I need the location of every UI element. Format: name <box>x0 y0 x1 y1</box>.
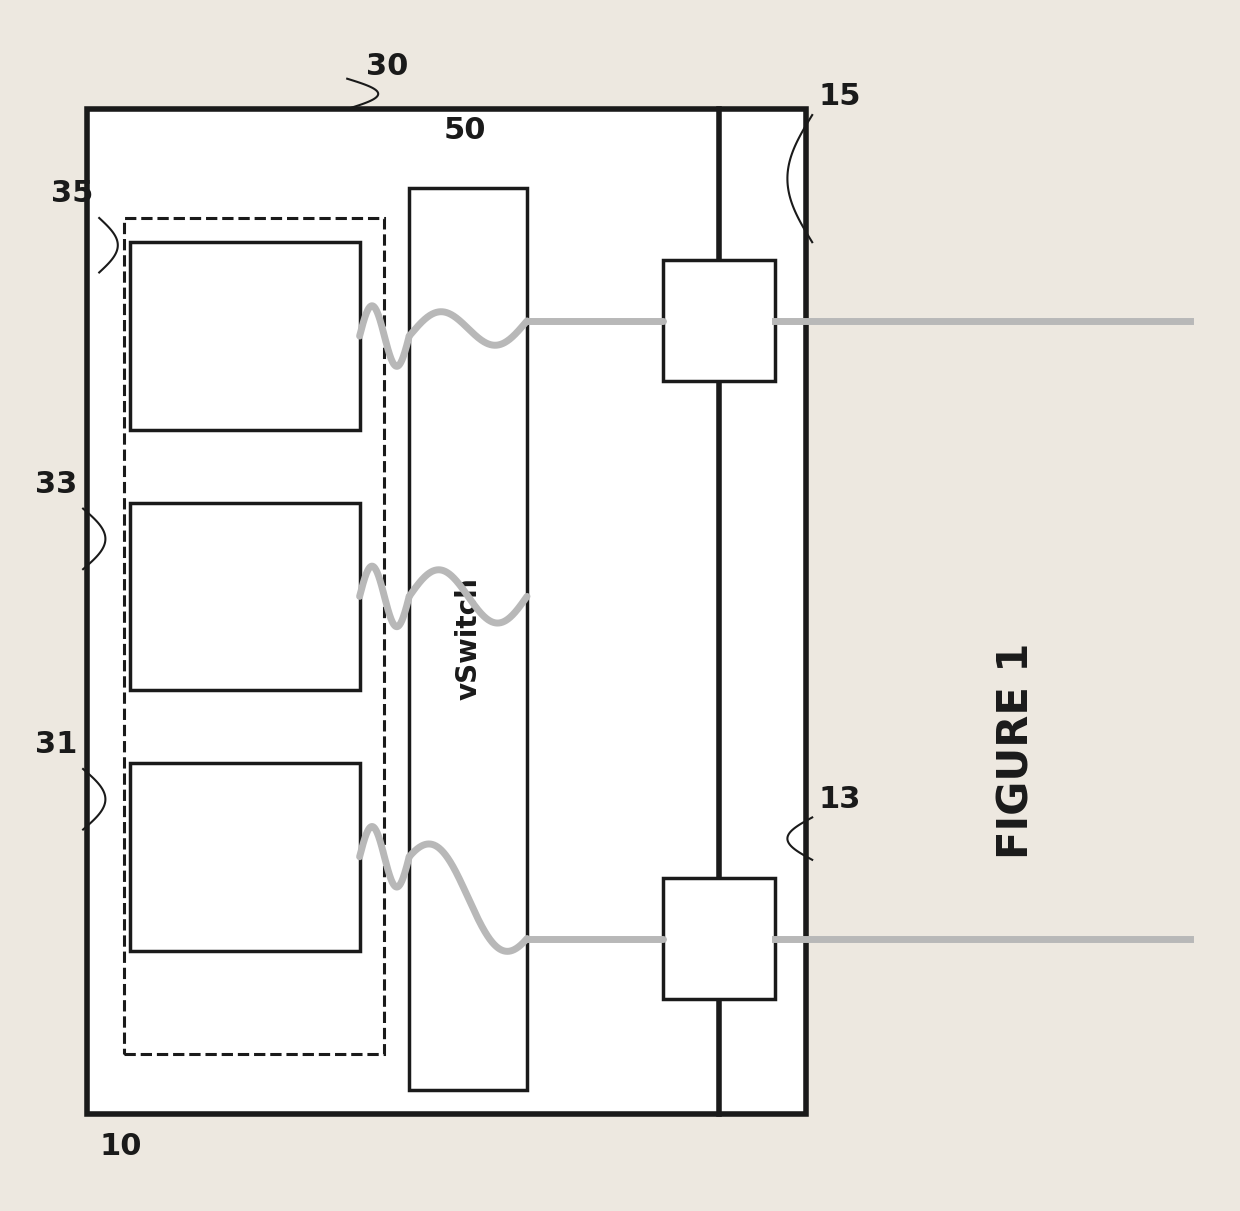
Bar <box>409 188 527 1090</box>
Text: 31: 31 <box>35 730 77 759</box>
Text: 10: 10 <box>99 1132 141 1161</box>
Bar <box>663 260 775 381</box>
Text: out-
port: out- port <box>694 299 744 343</box>
Text: 50: 50 <box>444 116 486 145</box>
Text: 13: 13 <box>818 785 861 814</box>
Text: 35: 35 <box>51 179 93 208</box>
Text: VNF #2: VNF #2 <box>192 585 298 608</box>
Text: VNF #3: VNF #3 <box>192 325 298 348</box>
Text: 33: 33 <box>35 470 77 499</box>
Text: VNF #1: VNF #1 <box>192 845 298 868</box>
Bar <box>130 503 360 690</box>
Text: 30: 30 <box>366 52 408 81</box>
Text: in-
port: in- port <box>694 917 744 960</box>
Bar <box>130 242 360 430</box>
Bar <box>124 218 384 1054</box>
Text: 15: 15 <box>818 82 861 111</box>
Bar <box>130 763 360 951</box>
Bar <box>87 109 806 1114</box>
Text: vSwitch: vSwitch <box>454 578 482 700</box>
Text: FIGURE 1: FIGURE 1 <box>996 643 1038 859</box>
Bar <box>663 878 775 999</box>
